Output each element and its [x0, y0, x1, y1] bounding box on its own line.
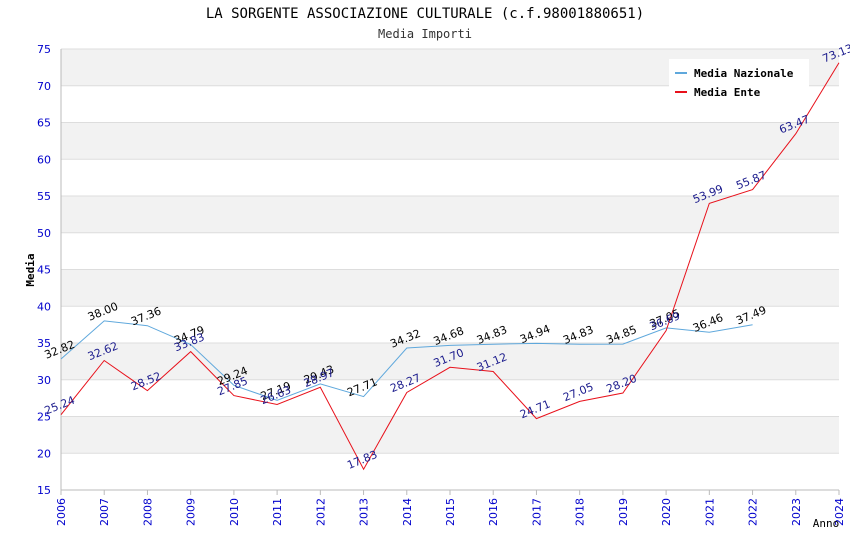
- x-tick-label: 2013: [358, 498, 371, 526]
- chart-title: LA SORGENTE ASSOCIAZIONE CULTURALE (c.f.…: [205, 6, 645, 22]
- y-tick-label: 30: [37, 374, 51, 387]
- x-tick-label: 2020: [660, 498, 673, 526]
- x-tick-label: 2017: [530, 498, 543, 526]
- y-tick-label: 75: [37, 43, 51, 56]
- y-tick-label: 25: [37, 411, 51, 424]
- x-tick-label: 2024: [833, 498, 846, 526]
- y-tick-label: 65: [37, 117, 51, 130]
- x-tick-label: 2011: [271, 498, 284, 526]
- grid-band: [61, 269, 839, 307]
- data-label: 25.24: [43, 394, 77, 418]
- x-tick-label: 2016: [487, 498, 500, 526]
- x-tick-label: 2010: [228, 498, 241, 526]
- legend: Media Nazionale Media Ente: [669, 59, 809, 101]
- chart-subtitle: Media Importi: [378, 27, 472, 41]
- x-tick-label: 2007: [98, 498, 111, 526]
- y-tick-label: 45: [37, 264, 51, 277]
- data-label: 55.87: [734, 168, 768, 192]
- x-tick-label: 2012: [314, 498, 327, 526]
- x-tick-label: 2018: [574, 498, 587, 526]
- data-label: 37.36: [129, 304, 163, 328]
- grid-band: [61, 343, 839, 380]
- y-tick-label: 40: [37, 300, 51, 313]
- y-tick-label: 20: [37, 447, 51, 460]
- series-lines: [60, 62, 840, 471]
- data-label: 27.05: [561, 380, 595, 404]
- grid-bands: [61, 48, 839, 491]
- tick-labels: 15 20 25 30 35 40 45 50 55 60 65 70 75 2006 2007 2008 20…: [37, 43, 846, 526]
- y-axis-title: Media: [24, 253, 37, 286]
- x-tick-label: 2008: [141, 498, 154, 526]
- grid-band: [61, 416, 839, 454]
- x-axis-title: Anno: [813, 517, 840, 530]
- x-tick-label: 2006: [55, 498, 68, 526]
- legend-label: Media Ente: [694, 86, 761, 99]
- x-tick-label: 2014: [401, 498, 414, 526]
- x-tick-label: 2022: [747, 498, 760, 526]
- grid-band: [61, 122, 839, 160]
- legend-box: [669, 59, 809, 101]
- y-tick-label: 70: [37, 80, 51, 93]
- x-tick-label: 2019: [617, 498, 630, 526]
- series-line: [60, 320, 753, 401]
- axes: [60, 49, 840, 495]
- x-tick-label: 2021: [703, 498, 716, 526]
- x-tick-label: 2009: [185, 498, 198, 526]
- data-label: 36.46: [691, 311, 725, 335]
- y-tick-label: 55: [37, 190, 51, 203]
- y-tick-label: 35: [37, 337, 51, 350]
- y-tick-label: 60: [37, 153, 51, 166]
- series-line: [60, 62, 840, 471]
- y-tick-label: 50: [37, 227, 51, 240]
- y-tick-label: 15: [37, 484, 51, 497]
- grid-band: [61, 196, 839, 233]
- x-tick-label: 2015: [444, 498, 457, 526]
- x-tick-label: 2023: [790, 498, 803, 526]
- legend-label: Media Nazionale: [694, 67, 794, 80]
- data-label: 37.49: [734, 304, 768, 328]
